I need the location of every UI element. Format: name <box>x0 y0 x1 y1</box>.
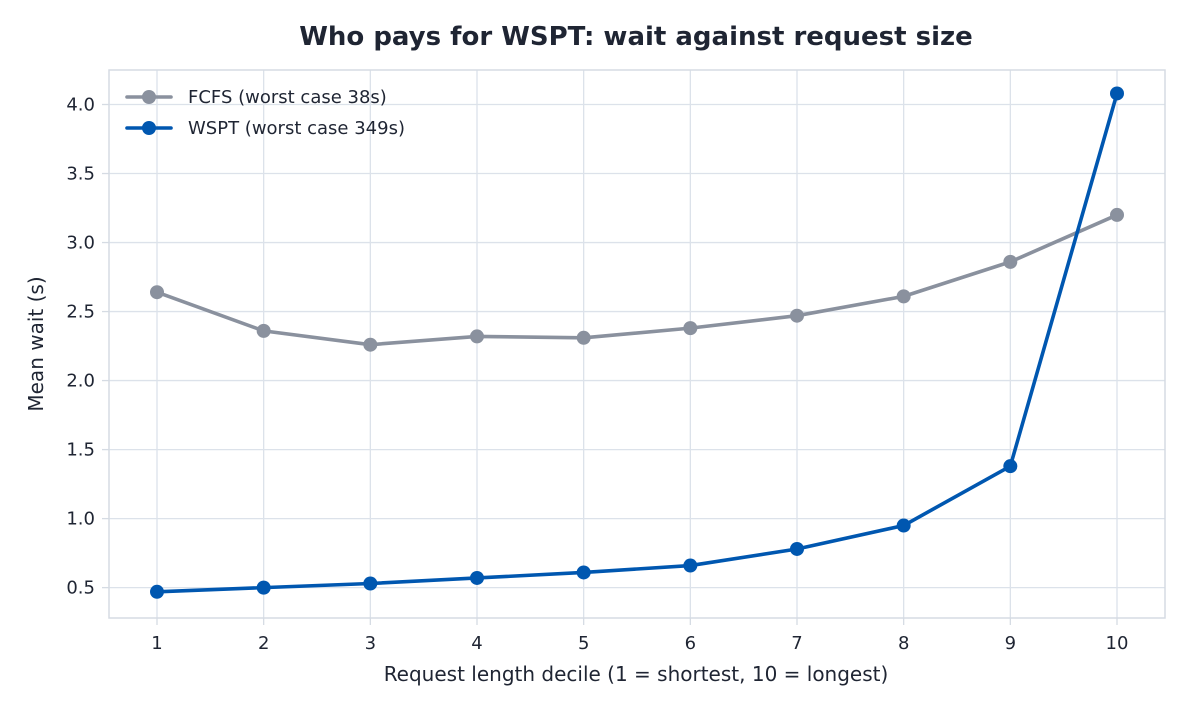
data-point-wspt <box>150 584 164 599</box>
data-point-fcfs <box>576 330 591 345</box>
x-tick-label: 9 <box>1005 633 1016 654</box>
data-point-wspt <box>470 570 484 585</box>
data-point-wspt <box>576 565 591 580</box>
data-point-fcfs <box>256 323 271 338</box>
data-point-wspt <box>683 558 698 573</box>
x-tick-label: 4 <box>471 633 482 654</box>
data-point-wspt <box>896 518 911 533</box>
x-tick-label: 7 <box>791 633 802 654</box>
legend: FCFS (worst case 38s) WSPT (worst case 34… <box>125 87 405 139</box>
data-point-fcfs <box>896 289 911 304</box>
grid <box>109 70 1165 618</box>
data-point-fcfs <box>790 308 804 323</box>
data-point-wspt <box>1003 459 1018 474</box>
data-point-fcfs <box>363 337 378 352</box>
legend-marker-swatch <box>142 90 156 104</box>
x-tick-label: 10 <box>1106 633 1129 654</box>
y-tick-label: 0.5 <box>66 578 95 599</box>
data-point-wspt <box>363 576 378 591</box>
y-tick-label: 1.5 <box>66 440 95 461</box>
y-tick-label: 2.5 <box>66 302 95 323</box>
y-tick-label: 2.0 <box>66 371 95 392</box>
data-point-wspt <box>256 580 271 595</box>
chart-title: Who pays for WSPT: wait against request … <box>299 22 973 52</box>
x-tick-label: 1 <box>151 633 162 654</box>
data-point-fcfs <box>683 321 698 336</box>
y-tick-label: 3.5 <box>66 164 95 185</box>
x-tick-label: 2 <box>258 633 269 654</box>
series-line-fcfs <box>155 213 1119 347</box>
data-point-fcfs <box>1110 207 1124 222</box>
x-axis-label: Request length decile (1 = shortest, 10 … <box>384 662 889 686</box>
data-point-fcfs <box>1003 254 1018 269</box>
legend-marker-swatch <box>142 121 156 135</box>
x-tick-label: 3 <box>365 633 376 654</box>
series-line-wspt <box>155 91 1119 594</box>
y-tick-label: 3.0 <box>66 233 95 254</box>
data-point-wspt <box>1110 86 1124 101</box>
plot-area-frame <box>108 69 1166 619</box>
series-layer <box>150 86 1124 599</box>
legend-entry-label: WSPT (worst case 349s) <box>188 118 405 139</box>
y-tick-label: 4.0 <box>66 95 95 116</box>
legend-entry-label: FCFS (worst case 38s) <box>188 87 387 108</box>
x-tick-label: 8 <box>898 633 909 654</box>
x-tick-label: 6 <box>685 633 696 654</box>
axis-ticks: 1 2 3 4 5 6 7 8 9 10 0.5 1.0 1.5 2.0 2.5 3.0 3.5 4.0 <box>66 95 1128 654</box>
data-point-fcfs <box>150 285 164 300</box>
data-point-fcfs <box>470 329 484 344</box>
y-axis-label: Mean wait (s) <box>24 276 48 411</box>
data-point-wspt <box>790 541 804 556</box>
x-tick-label: 5 <box>578 633 589 654</box>
y-tick-label: 1.0 <box>66 509 95 530</box>
